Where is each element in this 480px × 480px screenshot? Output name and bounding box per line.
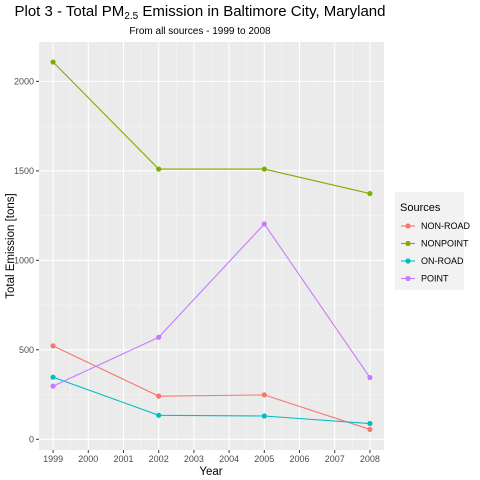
legend-title: Sources [400,202,441,214]
x-tick-label: 2000 [78,454,98,464]
data-point-on-road [261,413,267,419]
data-point-non-road [156,393,162,399]
legend: Sources NON-ROAD NONPOINT ON-ROAD POINT [395,192,470,290]
data-point-non-road [50,343,56,349]
x-tick-label: 2001 [113,454,133,464]
legend-key-point-point [405,275,411,282]
data-point-point [156,334,162,340]
legend-label-on-road: ON-ROAD [421,256,464,266]
legend-label-nonpoint: NONPOINT [421,239,469,249]
x-tick-label: 2006 [289,454,309,464]
x-tick-label: 1999 [43,454,63,464]
data-point-nonpoint [261,166,267,172]
y-axis-title: Total Emission [tons] [5,193,17,298]
chart-title: Plot 3 - Total PM2.5 Emission in Baltimo… [14,3,386,22]
series-line-on-road [52,376,370,425]
y-tick-label: 1500 [14,166,34,176]
x-tick-label: 2002 [149,454,169,464]
legend-key-point-nonpoint [405,240,411,247]
data-point-point [50,383,56,389]
data-point-nonpoint [367,190,373,197]
y-tick-label: 2000 [14,76,34,86]
title-subscript: 2.5 [124,11,139,22]
y-tick-label: 0 [29,434,34,444]
x-tick-label: 2004 [219,454,239,464]
series-line-non-road [52,345,371,430]
data-point-on-road [156,412,162,418]
data-point-non-road [367,426,373,433]
data-point-non-road [261,392,267,398]
legend-key-point-non-road [405,223,411,229]
series-line-nonpoint [52,61,371,195]
x-tick-label: 2005 [254,454,274,464]
data-point-on-road [367,420,373,427]
legend-key-point-on-road [405,258,411,264]
data-point-nonpoint [50,59,56,65]
y-tick-label: 500 [19,345,34,355]
chart-subtitle: From all sources - 1999 to 2008 [129,26,271,37]
legend-label-point: POINT [421,274,449,284]
x-tick-label: 2003 [184,454,204,464]
data-point-point [261,221,267,227]
x-tick-label: 2007 [325,454,345,464]
data-point-point [367,374,373,381]
data-point-nonpoint [156,166,162,172]
legend-label-non-road: NON-ROAD [421,221,470,231]
x-tick-label: 2008 [360,454,380,464]
y-tick-label: 1000 [14,255,34,265]
data-point-on-road [50,374,56,380]
x-axis-title: Year [199,466,222,478]
series-line-point [52,223,371,387]
